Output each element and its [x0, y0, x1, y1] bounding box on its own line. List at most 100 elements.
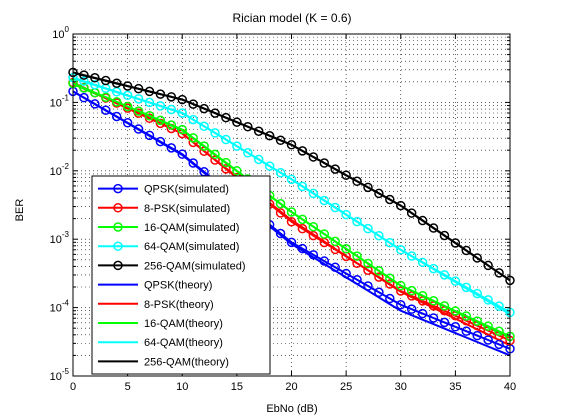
data-point — [232, 166, 242, 176]
data-point — [275, 208, 286, 218]
x-tick-label: 35 — [449, 381, 461, 393]
data-point — [417, 215, 428, 226]
data-point — [494, 301, 504, 311]
series-256-QAM(simulated) — [68, 67, 515, 286]
data-point — [428, 296, 439, 306]
data-point — [286, 207, 297, 217]
data-point — [330, 236, 340, 247]
data-point — [155, 101, 166, 111]
data-point — [352, 216, 362, 227]
data-point — [133, 106, 144, 116]
data-point — [385, 293, 395, 304]
data-point — [330, 262, 340, 273]
data-point — [417, 308, 428, 319]
data-point — [166, 143, 177, 153]
data-point — [90, 73, 100, 83]
data-point — [406, 291, 417, 301]
legend-entry: 256-QAM(theory) — [144, 356, 229, 368]
data-point — [253, 154, 264, 165]
data-point — [374, 266, 384, 276]
legend-entry: 64-QAM(simulated) — [144, 241, 239, 253]
data-point — [363, 182, 373, 193]
data-point — [221, 112, 231, 123]
data-point — [111, 78, 122, 88]
data-point — [319, 158, 330, 168]
data-point — [461, 245, 472, 256]
data-point — [101, 75, 111, 86]
data-point — [232, 141, 242, 151]
data-point — [297, 223, 308, 234]
data-point — [450, 306, 461, 316]
data-point — [352, 275, 362, 285]
x-tick-label: 0 — [70, 381, 76, 393]
data-point — [385, 238, 395, 248]
legend: QPSK(simulated) 8-PSK(simulated) 16-QAM(si… — [91, 175, 271, 375]
series-layer — [68, 67, 515, 357]
data-point — [363, 223, 373, 234]
data-point — [111, 111, 122, 122]
legend-marker — [113, 222, 123, 232]
data-point — [144, 130, 155, 141]
data-point — [221, 164, 231, 174]
data-point — [406, 285, 417, 296]
data-point — [352, 176, 362, 187]
data-point — [450, 322, 461, 332]
data-point — [341, 170, 351, 180]
data-point — [483, 260, 493, 271]
legend-marker — [113, 260, 123, 271]
data-point — [199, 121, 209, 132]
data-point — [396, 245, 406, 255]
x-tick-label: 30 — [395, 381, 407, 393]
data-point — [450, 238, 461, 248]
data-point — [144, 86, 155, 97]
data-point — [319, 256, 330, 266]
data-point — [297, 146, 308, 156]
data-point — [177, 108, 187, 118]
data-point — [122, 90, 133, 101]
data-point — [352, 258, 362, 269]
x-tick-label: 10 — [176, 381, 188, 393]
data-point — [166, 120, 177, 130]
data-point — [308, 230, 319, 241]
data-point — [264, 130, 275, 141]
data-point — [428, 223, 439, 233]
data-point — [341, 244, 351, 254]
data-point — [297, 243, 308, 254]
legend-entry: QPSK(theory) — [144, 280, 212, 292]
legend-marker — [113, 183, 123, 194]
data-point — [472, 253, 482, 263]
data-point — [101, 105, 111, 115]
data-point — [144, 97, 155, 108]
data-point — [330, 164, 340, 174]
data-point — [297, 214, 308, 225]
data-point — [133, 94, 144, 104]
data-point — [210, 108, 220, 118]
data-point — [450, 276, 461, 286]
y-tick-label: 10-2 — [50, 162, 70, 178]
data-point — [374, 188, 384, 199]
data-point — [199, 103, 209, 114]
data-point — [101, 92, 111, 102]
data-point — [275, 135, 286, 146]
series-16-QAM(simulated) — [68, 78, 515, 342]
data-point — [439, 301, 450, 311]
data-point — [286, 140, 297, 150]
data-point — [90, 79, 100, 90]
data-point — [188, 158, 198, 168]
data-point — [133, 83, 144, 94]
data-point — [188, 133, 198, 143]
data-point — [341, 209, 351, 220]
data-point — [494, 339, 504, 350]
x-axis-label: EbNo (dB) — [266, 403, 317, 415]
legend-entry: 16-QAM(theory) — [144, 318, 223, 330]
data-point — [461, 282, 472, 293]
data-point — [243, 121, 253, 132]
data-point — [308, 152, 319, 162]
data-point — [439, 270, 450, 280]
data-point — [417, 290, 428, 301]
data-point — [461, 326, 472, 336]
y-tick-label: 10-5 — [50, 367, 70, 383]
data-point — [286, 216, 297, 227]
legend-entry: 8-PSK(simulated) — [144, 203, 230, 215]
data-point — [221, 157, 231, 168]
